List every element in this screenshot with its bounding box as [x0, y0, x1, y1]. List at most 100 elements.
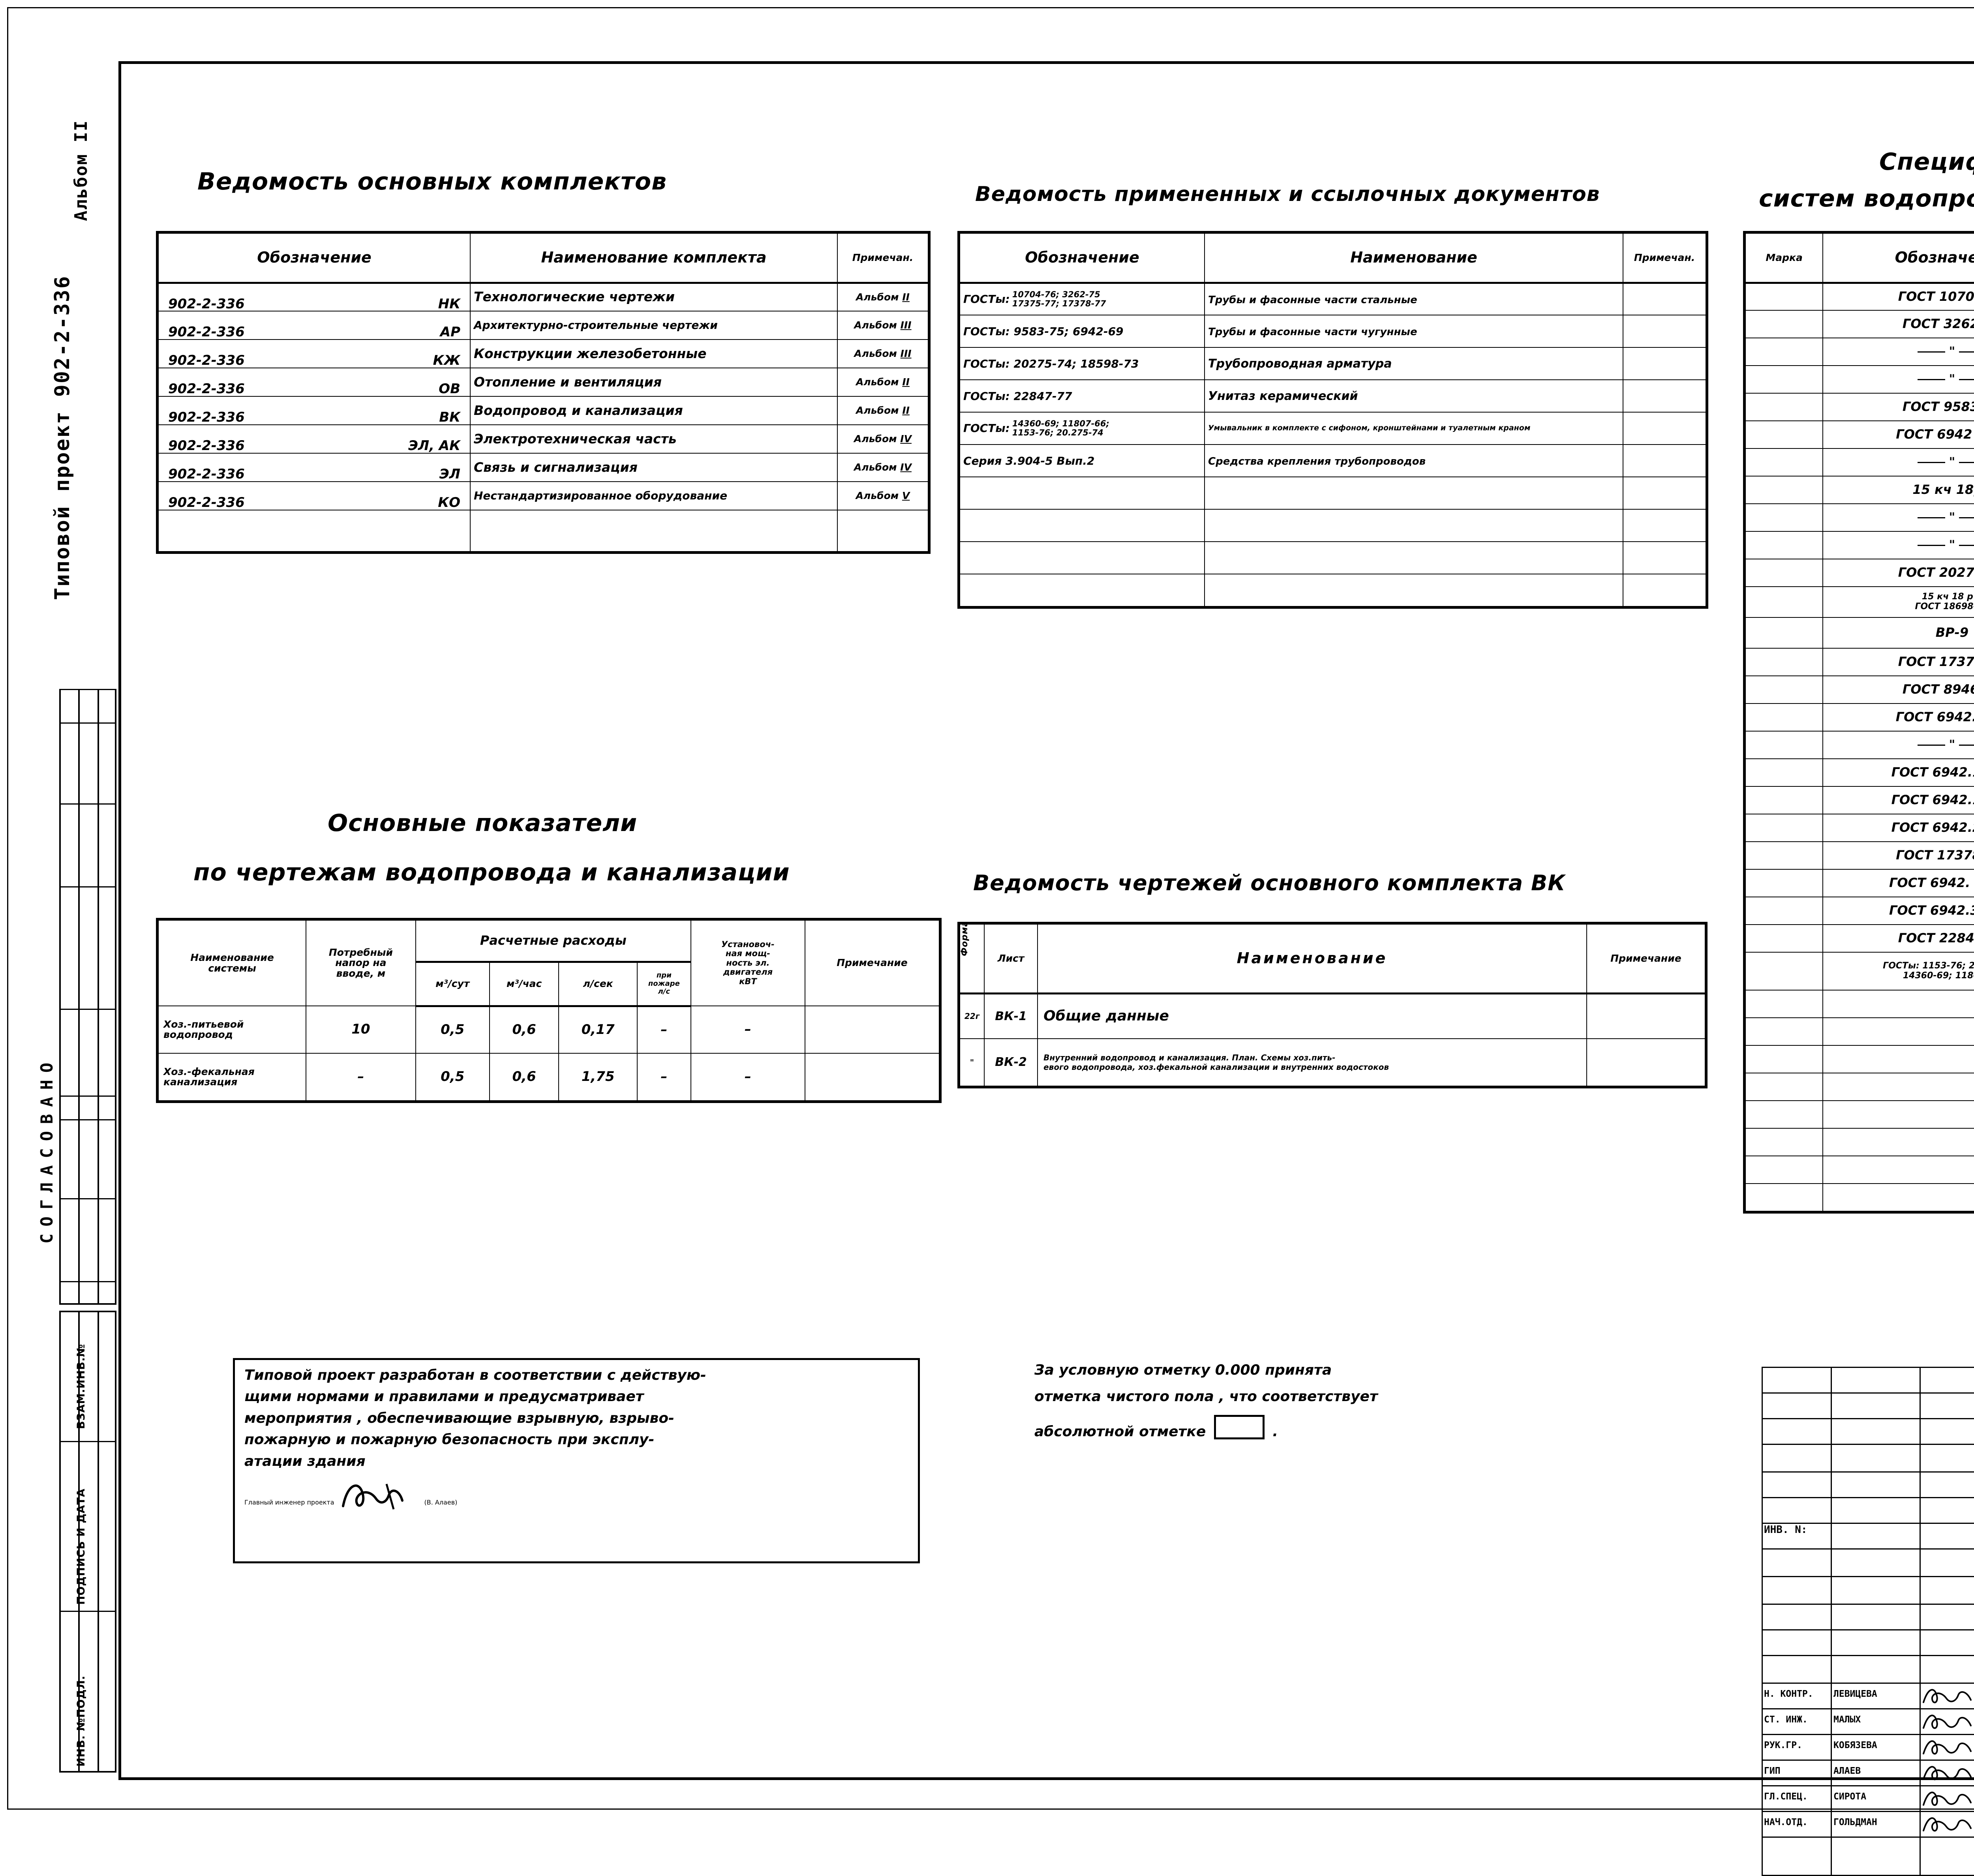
cell-sets-name: Нестандартизированное оборудование: [470, 481, 838, 510]
revision-grid-row: [1762, 1444, 1974, 1445]
cell-spec-mark: [1745, 310, 1824, 338]
table-spec: Марка Обозначение Наименование Кол. Прим…: [1743, 231, 1974, 1214]
cell-docs-code: [959, 574, 1205, 607]
table-sets-row: 902-2-336 КО Нестандартизированное оборудо…: [158, 481, 929, 510]
th-ind-power-l2: ная мощ-: [725, 949, 770, 959]
cell-docs-note: [1623, 347, 1706, 380]
table-spec-row: ГОСТ 10704-75Труба 108-3п.м3: [1745, 282, 1974, 311]
cell-ind-name-l1: Хоз.-фекальная: [163, 1066, 255, 1077]
table-docs-row: [959, 509, 1706, 542]
cell-sets-name: Водопровод и канализация: [470, 396, 838, 425]
cell-ind-name-l1: Хоз.-питьевой: [163, 1018, 244, 1030]
elevation-note-line3-before: абсолютной отметке: [1034, 1424, 1206, 1440]
table-spec-row: [1745, 990, 1974, 1018]
table-spec-row: ГОСТ 6942.17-69Тройник ТП-100×100-А"5: [1745, 786, 1974, 814]
table-spec-row: ""Ду 15"5: [1745, 365, 1974, 394]
cell-ind-f4: –: [636, 1053, 691, 1101]
table-spec-row: 15 кч 18 р 2ГОСТ 18698-73Поливочный кран…: [1745, 586, 1974, 618]
stamp-signature-scribble-icon: [1921, 1735, 1974, 1758]
revision-grid-row: [1762, 1760, 1974, 1761]
ditto-mark-icon: ": [1827, 345, 1974, 358]
table-sets-title: Ведомость основных комплектов: [197, 168, 667, 195]
ditto-mark-icon: ": [1827, 373, 1974, 386]
cell-spec-mark: [1745, 448, 1824, 477]
table-drawings: Формат Лист Наименование Примечание 22г В…: [957, 922, 1708, 1088]
table-docs-row: [959, 477, 1706, 510]
stamp-person-name: ГОЛЬДМАН: [1833, 1817, 1877, 1827]
cell-sets-note: [837, 510, 929, 552]
table-spec-row: ГОСТ 6942.27-69Крестовина КД-100×100×50"…: [1745, 814, 1974, 842]
th-dwg-sheet: Лист: [984, 924, 1038, 994]
revision-grid-row: [1762, 1734, 1974, 1735]
th-docs-note: Примечан.: [1623, 233, 1706, 284]
table-spec-row: [1745, 1100, 1974, 1129]
table-spec-row: ГОСТ 6942.12-69Отвод О135-50А"1: [1745, 758, 1974, 787]
table-spec-row: ГОСТ 6942.8-69Колено К-100-А"12: [1745, 703, 1974, 732]
revision-grid-row: [1762, 1418, 1974, 1419]
table-drawings-title: Ведомость чертежей основного комплекта В…: [973, 870, 1566, 895]
cell-docs-code: [959, 509, 1205, 542]
cell-spec-code: ": [1822, 338, 1974, 366]
stamp-role: Н. КОНТР.: [1764, 1689, 1813, 1699]
cell-docs-code: [959, 541, 1205, 574]
cell-spec-code: ГОСТ 6942.30- 69: [1822, 897, 1974, 925]
cell-dwg-name-l1: Внутренний водопровод и канализация. Пла…: [1043, 1053, 1336, 1062]
cell-ind-f3: 0,17: [558, 1006, 638, 1054]
elevation-note-line3-after: .: [1272, 1424, 1278, 1440]
table-spec-row: ГОСТ 20275-74Кран водоразборный Ру16 Ду1…: [1745, 559, 1974, 587]
cell-docs-name: Трубы и фасонные части стальные: [1204, 282, 1623, 315]
cell-docs-note: [1623, 315, 1706, 348]
table-spec-row: [1745, 1073, 1974, 1101]
vzam-inv-label: ВЗАМ.ИНВ.№: [75, 1343, 87, 1429]
table-docs-row: [959, 541, 1706, 574]
signature-scribble-icon: [340, 1484, 419, 1510]
th-ind-name-l2: системы: [208, 962, 256, 974]
cell-sets-name: Технологические чертежи: [470, 282, 838, 311]
cell-docs-note: [1623, 379, 1706, 413]
cell-spec-code: ": [1822, 503, 1974, 532]
cell-spec-code: ГОСТ 8946-75: [1822, 675, 1974, 704]
cell-docs-code: ГОСТы: 14360-69; 11807-66; 1153-76; 20.275…: [959, 412, 1205, 445]
cell-spec-mark: [1745, 365, 1824, 394]
cell-docs-code: ГОСТы: 10704-76; 3262-75 17375-77; 17378-7…: [959, 282, 1205, 315]
cell-spec-mark: [1745, 476, 1824, 504]
th-ind-power-l3: ность эл.: [726, 958, 770, 968]
cell-spec-code: ГОСТ 10704-75: [1822, 282, 1974, 311]
cell-spec-code: ": [1822, 731, 1974, 759]
stamp-person-name: АЛАЕВ: [1833, 1766, 1861, 1776]
cell-spec-mark: [1745, 1100, 1824, 1129]
cell-sets-name: Электротехническая часть: [470, 424, 838, 454]
cell-spec-code: ": [1822, 531, 1974, 559]
th-dwg-note: Примечание: [1586, 924, 1706, 994]
cell-sets-code: 902-2-336 ОВ: [158, 368, 471, 397]
revision-grid-row: [1762, 1523, 1974, 1524]
cell-spec-code: ": [1822, 365, 1974, 394]
table-spec-row: [1745, 1017, 1974, 1046]
table-spec-row: ГОСТ 3262-75Труба ОЦ Ду 32"1: [1745, 310, 1974, 338]
cell-sets-code: 902-2-336 НК: [158, 282, 471, 311]
cell-ind-head: –: [306, 1053, 416, 1101]
chief-engineer-name: (В. Алаев): [424, 1499, 458, 1506]
stamp-signature-scribble-icon: [1921, 1710, 1974, 1732]
cell-spec-code: [1822, 990, 1974, 1018]
cell-spec-code: [1822, 1156, 1974, 1184]
table-drawings-row: " ВК-2 Внутренний водопровод и канализация…: [959, 1038, 1706, 1086]
th-dwg-format: Формат: [959, 924, 985, 994]
revision-grid-row: [1762, 1683, 1974, 1684]
album-label: Альбом II: [71, 120, 91, 221]
th-ind-head-l1: Потребный: [328, 947, 393, 959]
project-note-box: Типовой проект разработан в соответствии…: [233, 1358, 920, 1563]
cell-spec-mark: [1745, 897, 1824, 925]
table-sets-row: 902-2-336 КЖ Конструкции железобетонные Аль…: [158, 339, 929, 368]
elevation-value-box[interactable]: [1214, 1415, 1265, 1439]
cell-spec-code: ГОСТ 17378 -77: [1822, 841, 1974, 870]
stamp-role: ГЛ.СПЕЦ.: [1764, 1792, 1808, 1802]
cell-sets-note: Альбом II: [837, 396, 929, 425]
table-spec-row: "" ТЧК 50-А"1: [1745, 448, 1974, 477]
cell-ind-f3: 1,75: [558, 1053, 638, 1101]
cell-ind-name: Хоз.-питьевой водопровод: [158, 1006, 307, 1054]
th-sets-code: Обозначение: [158, 233, 471, 284]
cell-sets-name: [470, 510, 838, 552]
th-ind-f2: м³/час: [489, 961, 559, 1007]
revision-grid-row: [1762, 1785, 1974, 1786]
